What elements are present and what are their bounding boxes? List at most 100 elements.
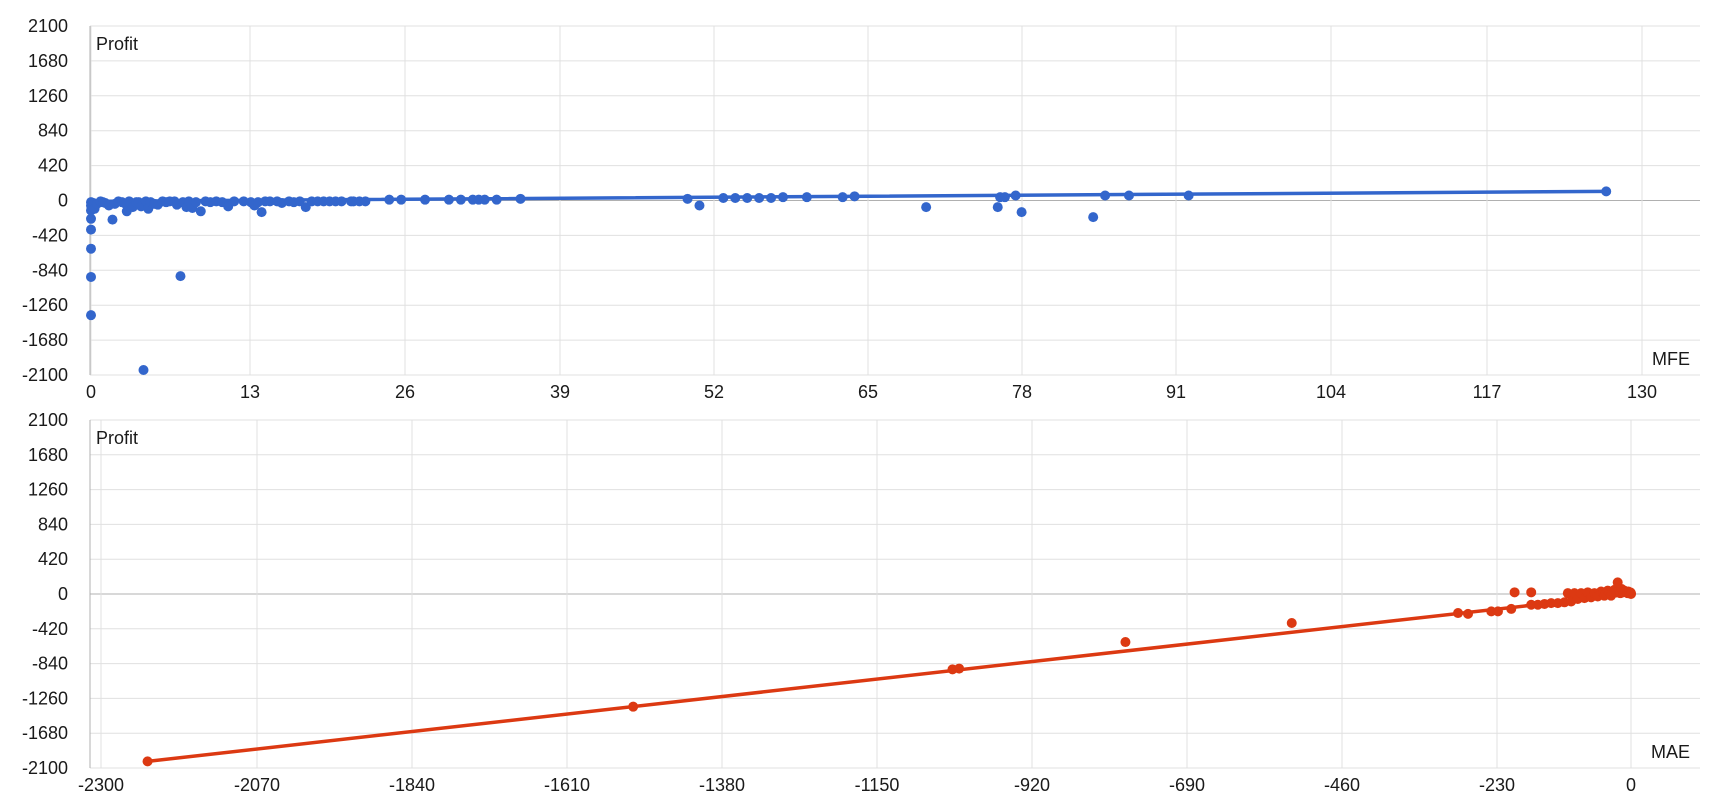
x-tick-label: 65 bbox=[858, 382, 878, 402]
x-tick-label: 91 bbox=[1166, 382, 1186, 402]
y-tick-label: -840 bbox=[32, 260, 68, 280]
y-tick-label: 1680 bbox=[28, 445, 68, 465]
chart-2: 2100 1680 1260 840 420 0 -420 -840 -1260 -1680 -21… bbox=[22, 410, 1700, 795]
data-point bbox=[999, 192, 1010, 203]
y-tick-label: 840 bbox=[38, 514, 68, 534]
data-point bbox=[694, 200, 705, 211]
data-point bbox=[718, 193, 729, 204]
data-point bbox=[264, 196, 275, 207]
y-tick-label: -1260 bbox=[22, 295, 68, 315]
y-tick-label: 0 bbox=[58, 584, 68, 604]
data-point bbox=[420, 194, 431, 205]
data-point bbox=[107, 214, 118, 225]
data-point bbox=[138, 365, 149, 376]
y-tick-label: 0 bbox=[58, 191, 68, 211]
x-tick-label: -2300 bbox=[78, 775, 124, 795]
data-point bbox=[515, 193, 526, 204]
y-tick-label: 1260 bbox=[28, 86, 68, 106]
data-point bbox=[954, 663, 965, 674]
y-tick-label: 2100 bbox=[28, 16, 68, 36]
data-point bbox=[86, 310, 96, 321]
data-point bbox=[682, 193, 693, 204]
x-tick-label: 39 bbox=[550, 382, 570, 402]
data-point bbox=[837, 192, 848, 203]
data-point bbox=[360, 196, 371, 207]
y-tick-label: 1260 bbox=[28, 480, 68, 500]
data-point bbox=[142, 756, 153, 767]
data-point bbox=[777, 192, 788, 203]
x-tick-label: 26 bbox=[395, 382, 415, 402]
trendline bbox=[145, 592, 1633, 764]
x-tick-label: -230 bbox=[1479, 775, 1515, 795]
x-axis-label: MAE bbox=[1651, 742, 1690, 762]
data-point bbox=[754, 193, 765, 204]
y-tick-label: -2100 bbox=[22, 365, 68, 385]
x-tick-label: -2070 bbox=[234, 775, 280, 795]
y-tick-label: 1680 bbox=[28, 51, 68, 71]
data-point bbox=[86, 213, 96, 224]
data-point bbox=[801, 192, 812, 203]
data-point bbox=[1453, 608, 1464, 619]
data-point bbox=[766, 193, 777, 204]
data-point bbox=[175, 271, 186, 282]
x-tick-label: -920 bbox=[1014, 775, 1050, 795]
data-point bbox=[1463, 608, 1474, 619]
x-tick-label: 0 bbox=[1626, 775, 1636, 795]
data-point bbox=[628, 701, 639, 712]
data-point bbox=[742, 193, 753, 204]
data-point bbox=[86, 271, 96, 282]
y-tick-label: -420 bbox=[32, 619, 68, 639]
x-tick-label: 0 bbox=[86, 382, 96, 402]
x-tick-label: -1150 bbox=[855, 775, 900, 795]
x-tick-label: 117 bbox=[1473, 382, 1502, 402]
y-tick-label: -840 bbox=[32, 654, 68, 674]
x-tick-label: 130 bbox=[1627, 382, 1657, 402]
y-tick-label: -420 bbox=[32, 225, 68, 245]
data-point bbox=[1286, 618, 1297, 628]
data-point bbox=[86, 243, 96, 254]
data-point bbox=[1088, 212, 1099, 223]
data-point bbox=[190, 197, 201, 208]
data-point bbox=[1120, 637, 1131, 648]
y-tick-label: 2100 bbox=[28, 410, 68, 430]
y-tick-label: -1260 bbox=[22, 688, 68, 708]
data-point bbox=[1626, 589, 1636, 599]
y-tick-label: 840 bbox=[38, 121, 68, 141]
data-point bbox=[443, 194, 454, 205]
data-point bbox=[229, 196, 240, 207]
y-tick-label: 420 bbox=[38, 156, 68, 176]
x-tick-label: 78 bbox=[1012, 382, 1032, 402]
data-point bbox=[195, 206, 206, 217]
x-tick-label: 52 bbox=[704, 382, 724, 402]
x-tick-label: 13 bbox=[240, 382, 260, 402]
data-point bbox=[1183, 190, 1194, 201]
data-point bbox=[1123, 190, 1134, 201]
y-tick-label: -1680 bbox=[22, 723, 68, 743]
data-point bbox=[1016, 207, 1027, 218]
data-point bbox=[1100, 190, 1111, 201]
data-point bbox=[849, 191, 860, 202]
data-point bbox=[1010, 190, 1021, 201]
y-tick-label: 420 bbox=[38, 549, 68, 569]
x-tick-label: -1380 bbox=[699, 775, 745, 795]
data-point bbox=[921, 202, 932, 213]
data-point bbox=[479, 194, 490, 205]
x-tick-label: -460 bbox=[1324, 775, 1360, 795]
data-point bbox=[455, 194, 466, 205]
data-point bbox=[336, 196, 347, 207]
data-point bbox=[396, 194, 407, 205]
data-point bbox=[730, 193, 741, 204]
data-point bbox=[1492, 606, 1503, 617]
chart-1: 2100 1680 1260 840 420 0 -420 -840 -1260 -1680 -21… bbox=[22, 16, 1700, 402]
x-tick-label: -1840 bbox=[389, 775, 435, 795]
x-axis-label: MFE bbox=[1652, 349, 1690, 369]
x-tick-label: -690 bbox=[1169, 775, 1205, 795]
y-tick-label: -1680 bbox=[22, 330, 68, 350]
x-tick-label: 104 bbox=[1316, 382, 1346, 402]
data-point bbox=[1509, 587, 1520, 598]
x-tick-label: -1610 bbox=[544, 775, 590, 795]
data-point bbox=[1506, 603, 1517, 614]
data-point bbox=[1601, 186, 1612, 197]
